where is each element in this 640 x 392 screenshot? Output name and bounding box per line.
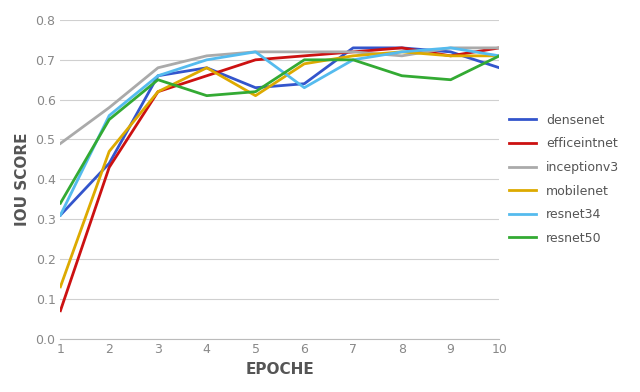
Y-axis label: IOU SCORE: IOU SCORE: [15, 132, 30, 226]
resnet34: [349, 58, 357, 62]
X-axis label: EPOCHE: EPOCHE: [246, 362, 314, 377]
mobilenet: [56, 285, 64, 289]
resnet34: [398, 49, 406, 54]
resnet50: [495, 53, 503, 58]
Line: inceptionv3: inceptionv3: [60, 48, 499, 143]
resnet50: [56, 201, 64, 205]
densenet: [447, 49, 454, 54]
densenet: [154, 73, 162, 78]
resnet34: [300, 85, 308, 90]
resnet34: [495, 53, 503, 58]
efficeintnet: [495, 45, 503, 50]
mobilenet: [447, 53, 454, 58]
efficeintnet: [106, 165, 113, 170]
Line: densenet: densenet: [60, 48, 499, 215]
resnet50: [300, 58, 308, 62]
inceptionv3: [349, 49, 357, 54]
Line: resnet34: resnet34: [60, 48, 499, 215]
efficeintnet: [252, 58, 259, 62]
efficeintnet: [398, 45, 406, 50]
efficeintnet: [203, 73, 211, 78]
densenet: [349, 45, 357, 50]
densenet: [56, 213, 64, 218]
efficeintnet: [349, 49, 357, 54]
resnet50: [398, 73, 406, 78]
mobilenet: [252, 93, 259, 98]
resnet50: [154, 77, 162, 82]
resnet34: [252, 49, 259, 54]
resnet50: [106, 117, 113, 122]
resnet34: [447, 45, 454, 50]
densenet: [300, 82, 308, 86]
densenet: [252, 85, 259, 90]
Line: efficeintnet: efficeintnet: [60, 48, 499, 311]
Line: resnet50: resnet50: [60, 56, 499, 203]
inceptionv3: [447, 45, 454, 50]
inceptionv3: [56, 141, 64, 146]
efficeintnet: [300, 53, 308, 58]
mobilenet: [203, 65, 211, 70]
efficeintnet: [56, 309, 64, 313]
resnet50: [203, 93, 211, 98]
inceptionv3: [252, 49, 259, 54]
mobilenet: [495, 53, 503, 58]
densenet: [203, 65, 211, 70]
Legend: densenet, efficeintnet, inceptionv3, mobilenet, resnet34, resnet50: densenet, efficeintnet, inceptionv3, mob…: [504, 109, 625, 250]
resnet34: [154, 73, 162, 78]
inceptionv3: [154, 65, 162, 70]
densenet: [106, 161, 113, 166]
resnet50: [447, 77, 454, 82]
inceptionv3: [203, 53, 211, 58]
resnet34: [203, 58, 211, 62]
mobilenet: [349, 53, 357, 58]
efficeintnet: [154, 89, 162, 94]
inceptionv3: [106, 105, 113, 110]
mobilenet: [398, 49, 406, 54]
Line: mobilenet: mobilenet: [60, 52, 499, 287]
resnet50: [349, 58, 357, 62]
inceptionv3: [300, 49, 308, 54]
mobilenet: [154, 89, 162, 94]
resnet34: [56, 213, 64, 218]
densenet: [398, 45, 406, 50]
mobilenet: [106, 149, 113, 154]
efficeintnet: [447, 53, 454, 58]
resnet50: [252, 89, 259, 94]
inceptionv3: [495, 45, 503, 50]
resnet34: [106, 113, 113, 118]
mobilenet: [300, 62, 308, 66]
inceptionv3: [398, 53, 406, 58]
densenet: [495, 65, 503, 70]
